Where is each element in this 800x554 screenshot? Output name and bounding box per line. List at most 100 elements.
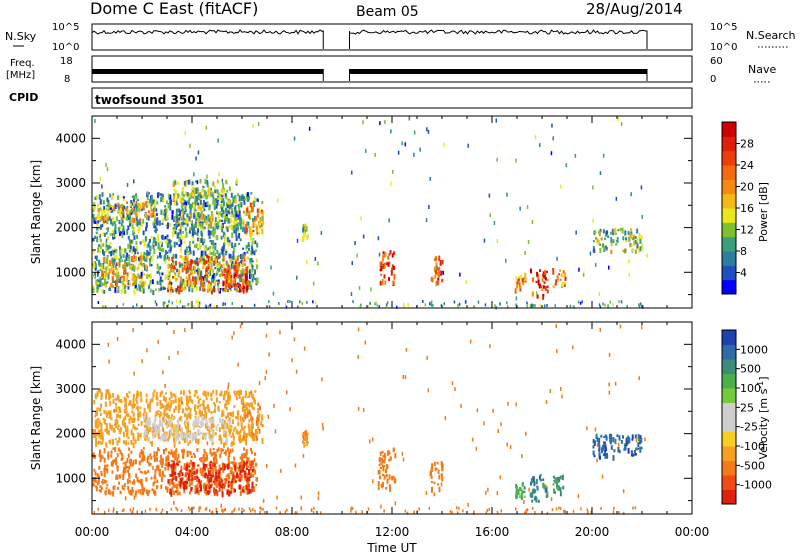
echo-cell [599, 247, 602, 253]
echo-cell [245, 433, 248, 439]
echo-cell [224, 215, 227, 221]
echo-cell [241, 407, 244, 412]
echo-cell [136, 400, 139, 405]
echo-blob [552, 474, 565, 497]
echo-cell [552, 268, 555, 272]
echo-cell [189, 208, 192, 214]
velocity-data [92, 324, 646, 515]
speckle-cell [133, 179, 135, 184]
echo-cell [155, 424, 157, 428]
speckle-cell [496, 157, 498, 162]
echo-cell [515, 485, 518, 491]
echo-cell [203, 199, 205, 204]
echo-cell [206, 477, 209, 483]
echo-cell [175, 200, 178, 206]
echo-cell [163, 474, 166, 478]
echo-cell [143, 487, 146, 493]
speckle-cell [231, 335, 233, 340]
echo-cell [99, 429, 102, 436]
echo-cell [138, 220, 141, 225]
echo-cell [95, 255, 98, 261]
echo-cell [198, 433, 201, 436]
speckle-cell [205, 125, 208, 130]
echo-cell [441, 278, 444, 283]
colorbar-tick-label: 4 [740, 267, 747, 280]
echo-cell [131, 207, 134, 211]
echo-cell [204, 391, 207, 398]
velocity-colorbar-label: Velocity [m s-1] [756, 376, 770, 459]
echo-cell [172, 269, 175, 273]
echo-cell [255, 484, 258, 487]
echo-cell [145, 264, 148, 270]
echo-cell [244, 473, 247, 478]
echo-cell [129, 241, 132, 247]
echo-cell [103, 419, 106, 424]
echo-cell [183, 180, 186, 186]
speckle-cell [158, 271, 161, 276]
echo-cell [200, 207, 203, 213]
echo-cell [227, 418, 230, 423]
echo-cell [440, 461, 443, 466]
echo-cell [137, 489, 140, 494]
ground-cell [163, 305, 165, 309]
echo-cell [222, 287, 225, 290]
echo-cell [155, 212, 158, 217]
echo-cell [250, 429, 253, 434]
echo-cell [127, 225, 130, 231]
echo-cell [149, 212, 152, 218]
speckle-cell [515, 158, 517, 163]
echo-cell [545, 486, 548, 492]
echo-cell [108, 268, 111, 274]
echo-cell [161, 462, 164, 468]
echo-cell [142, 281, 145, 287]
echo-cell [189, 213, 192, 217]
echo-cell [240, 421, 243, 427]
echo-cell [203, 289, 206, 292]
echo-cell [515, 493, 518, 500]
echo-cell [189, 279, 192, 286]
echo-cell [388, 458, 391, 462]
echo-cell [194, 431, 197, 435]
ground-cell [640, 302, 642, 306]
echo-cell [194, 261, 197, 268]
echo-cell [162, 286, 165, 291]
ground-cell [189, 302, 191, 306]
echo-cell [156, 234, 159, 240]
echo-cell [383, 474, 386, 480]
echo-cell [105, 389, 108, 394]
echo-cell [210, 289, 213, 295]
echo-cell [100, 436, 103, 440]
echo-cell [208, 280, 210, 284]
echo-cell [638, 248, 641, 253]
echo-cell [599, 243, 602, 246]
echo-cell [170, 464, 173, 469]
echo-cell [204, 202, 207, 208]
echo-cell [174, 405, 177, 410]
echo-cell [220, 413, 223, 418]
echo-cell [211, 217, 214, 222]
echo-cell [240, 469, 243, 473]
echo-cell [209, 266, 212, 271]
echo-cell [229, 258, 232, 263]
speckle-cell [265, 369, 268, 374]
echo-cell [628, 437, 631, 444]
speckle-cell [596, 458, 598, 463]
speckle-cell [402, 374, 404, 379]
speckle-cell [173, 500, 175, 505]
echo-cell [105, 227, 108, 230]
echo-cell [172, 276, 174, 279]
echo-cell [96, 214, 99, 220]
ground-cell [413, 510, 415, 514]
echo-cell [100, 427, 103, 433]
echo-cell [107, 227, 110, 232]
echo-cell [135, 208, 138, 212]
echo-cell [216, 469, 219, 472]
echo-cell [192, 240, 195, 244]
speckle-cell [467, 502, 469, 507]
echo-cell [382, 263, 385, 270]
echo-cell [193, 229, 196, 233]
echo-cell [164, 212, 167, 219]
echo-cell [220, 479, 223, 483]
